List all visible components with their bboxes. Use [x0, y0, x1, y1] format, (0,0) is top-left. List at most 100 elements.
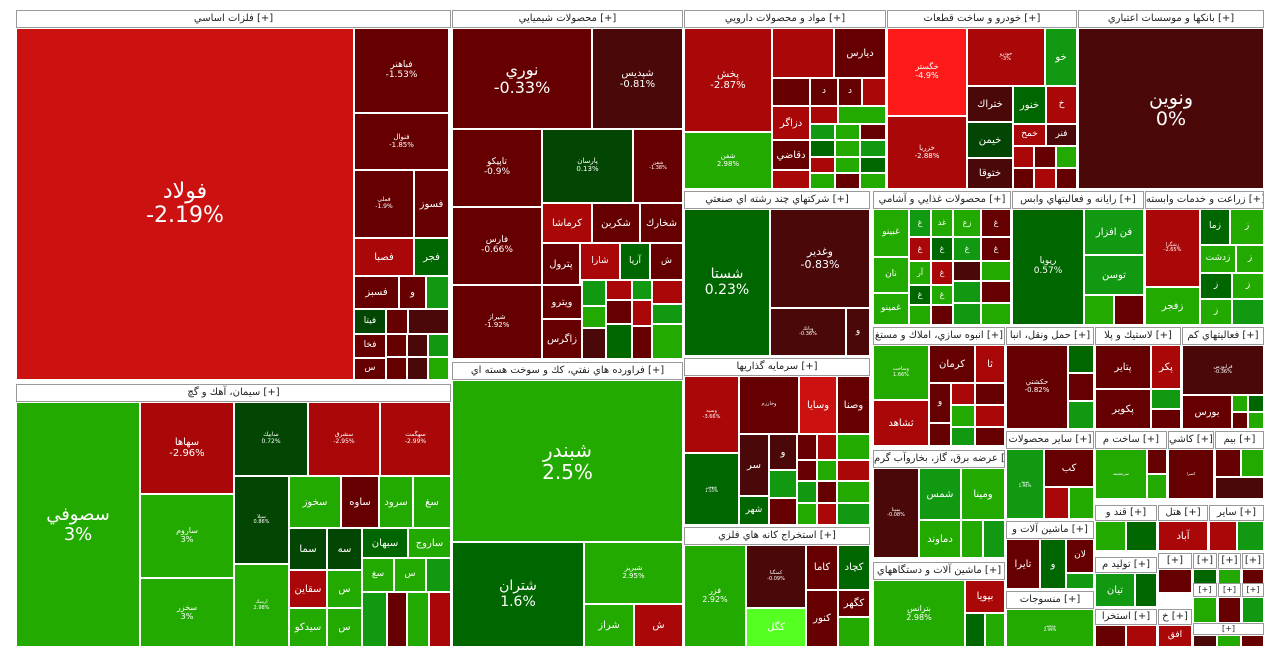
stock-tile[interactable]: كگل	[746, 608, 806, 647]
stock-tile[interactable]: غ	[953, 237, 981, 261]
stock-tile[interactable]	[1217, 635, 1241, 647]
sector-header-pharma[interactable]: مواد و محصولات دارويي [+]	[684, 10, 886, 28]
stock-tile[interactable]: وبهمن 1.55%	[684, 453, 739, 525]
stock-tile[interactable]	[1232, 395, 1248, 412]
sector-header-others[interactable]: ساير [+]	[1209, 505, 1264, 521]
stock-tile[interactable]	[408, 309, 449, 334]
stock-tile[interactable]	[953, 261, 981, 281]
stock-tile[interactable]: شبريز 2.95%	[584, 542, 683, 604]
stock-tile[interactable]: ويترو	[542, 285, 582, 319]
stock-tile[interactable]	[1232, 299, 1264, 325]
stock-tile[interactable]	[817, 434, 837, 460]
stock-tile[interactable]: افق	[1158, 625, 1192, 647]
stock-tile[interactable]: غ	[931, 261, 953, 285]
stock-tile[interactable]: غ	[909, 209, 931, 237]
stock-tile[interactable]	[1068, 345, 1094, 373]
stock-tile[interactable]: آريا	[620, 243, 650, 280]
stock-tile[interactable]	[1248, 395, 1264, 412]
stock-tile[interactable]: غ	[931, 237, 953, 261]
sector-header-misc2[interactable]: [+]	[1193, 553, 1217, 569]
stock-tile[interactable]	[838, 617, 870, 647]
stock-tile[interactable]	[1193, 635, 1217, 647]
stock-tile[interactable]: ريويا 0.57%	[1012, 209, 1084, 325]
stock-tile[interactable]: سيدكو	[289, 608, 327, 647]
sector-header-multi[interactable]: شركتهاي چند رشته اي صنعتي [+]	[684, 191, 870, 209]
sector-header-sugar[interactable]: قند و [+]	[1095, 505, 1157, 521]
stock-tile[interactable]: و	[769, 434, 797, 470]
stock-tile[interactable]	[769, 470, 797, 498]
stock-tile[interactable]	[582, 280, 606, 306]
stock-tile[interactable]: شبندر 2.5%	[452, 380, 683, 542]
sector-header-plastic[interactable]: لاستيك و پلا [+]	[1095, 327, 1181, 345]
stock-tile[interactable]	[1135, 573, 1157, 607]
stock-tile[interactable]	[797, 481, 817, 503]
stock-tile[interactable]	[1193, 597, 1217, 623]
stock-tile[interactable]	[975, 405, 1005, 427]
stock-tile[interactable]: فجر	[414, 238, 449, 276]
stock-tile[interactable]	[1248, 412, 1264, 429]
stock-tile[interactable]	[860, 173, 886, 189]
stock-tile[interactable]: شتران 1.6%	[452, 542, 584, 647]
stock-tile[interactable]	[606, 300, 632, 324]
stock-tile[interactable]: د	[838, 78, 862, 106]
stock-tile[interactable]	[1242, 597, 1264, 623]
stock-tile[interactable]	[810, 157, 835, 173]
stock-tile[interactable]: پترول	[542, 243, 580, 285]
stock-tile[interactable]	[769, 498, 797, 525]
stock-tile[interactable]: تايرا	[1006, 539, 1040, 589]
sector-header-mfg[interactable]: ساخت م [+]	[1095, 431, 1167, 449]
sector-header-misc4[interactable]: [+]	[1242, 553, 1264, 569]
stock-tile[interactable]	[835, 173, 860, 189]
stock-tile[interactable]: دقاضي	[772, 140, 810, 170]
stock-tile[interactable]: ساروم 3%	[140, 494, 234, 578]
stock-tile[interactable]: سخوز	[289, 476, 341, 528]
stock-tile[interactable]: كرماشا	[542, 203, 592, 243]
stock-tile[interactable]: زدشت	[1200, 245, 1236, 273]
stock-tile[interactable]: شمس	[919, 468, 961, 520]
sector-header-food[interactable]: محصولات غذايي و آشامي [+]	[873, 191, 1011, 209]
stock-tile[interactable]: نوري -0.33%	[452, 28, 592, 129]
stock-tile[interactable]	[953, 281, 981, 303]
stock-tile[interactable]: فارس -0.66%	[452, 207, 542, 285]
stock-tile[interactable]	[632, 326, 652, 359]
stock-tile[interactable]: كاما	[806, 545, 838, 590]
stock-tile[interactable]: سغ	[413, 476, 451, 528]
sector-header-production[interactable]: توليد م [+]	[1095, 557, 1157, 573]
stock-tile[interactable]	[965, 613, 985, 647]
stock-tile[interactable]	[837, 434, 870, 460]
stock-tile[interactable]: غ	[909, 237, 931, 261]
stock-tile[interactable]: كنور	[806, 590, 838, 647]
stock-tile[interactable]	[1095, 625, 1126, 647]
stock-tile[interactable]	[985, 613, 1005, 647]
stock-tile[interactable]	[797, 460, 817, 481]
sector-header-machinery[interactable]: ماشين آلات و دستگاههاي [+]	[873, 562, 1005, 580]
stock-tile[interactable]: فسوز	[414, 170, 449, 238]
stock-tile[interactable]: سشرق -2.95%	[308, 402, 380, 476]
stock-tile[interactable]: غ	[931, 285, 953, 305]
stock-tile[interactable]: وبانك -0.36%	[770, 308, 846, 356]
stock-tile[interactable]	[1126, 625, 1157, 647]
stock-tile[interactable]	[386, 357, 407, 380]
stock-tile[interactable]: بورس	[1182, 395, 1232, 429]
stock-tile[interactable]: كگهر	[838, 590, 870, 617]
sector-header-misc9[interactable]: [+]	[1193, 623, 1264, 635]
stock-tile[interactable]: بمپنا -0.08%	[873, 468, 919, 558]
stock-tile[interactable]: س	[354, 358, 386, 380]
stock-tile[interactable]	[1151, 409, 1181, 429]
stock-tile[interactable]	[1013, 146, 1034, 168]
stock-tile[interactable]: پارسان 0.13%	[542, 129, 633, 203]
stock-tile[interactable]: غ	[909, 285, 931, 305]
stock-tile[interactable]	[1241, 635, 1264, 647]
stock-tile[interactable]: شهر	[739, 496, 769, 525]
sector-header-textile[interactable]: منسوجات [+]	[1006, 591, 1094, 609]
stock-tile[interactable]	[810, 140, 835, 157]
stock-tile[interactable]	[929, 423, 951, 446]
stock-tile[interactable]	[1068, 401, 1094, 429]
sector-header-other-products[interactable]: ساير محصولات [+]	[1006, 431, 1094, 449]
stock-tile[interactable]: شارا	[580, 243, 620, 280]
sector-header-stone[interactable]: استخرا [+]	[1095, 609, 1157, 625]
stock-tile[interactable]: سيلا 0.86%	[234, 476, 289, 564]
stock-tile[interactable]: فسبز	[354, 276, 399, 309]
stock-tile[interactable]: شفن -1.38%	[633, 129, 683, 203]
stock-tile[interactable]	[428, 357, 449, 380]
